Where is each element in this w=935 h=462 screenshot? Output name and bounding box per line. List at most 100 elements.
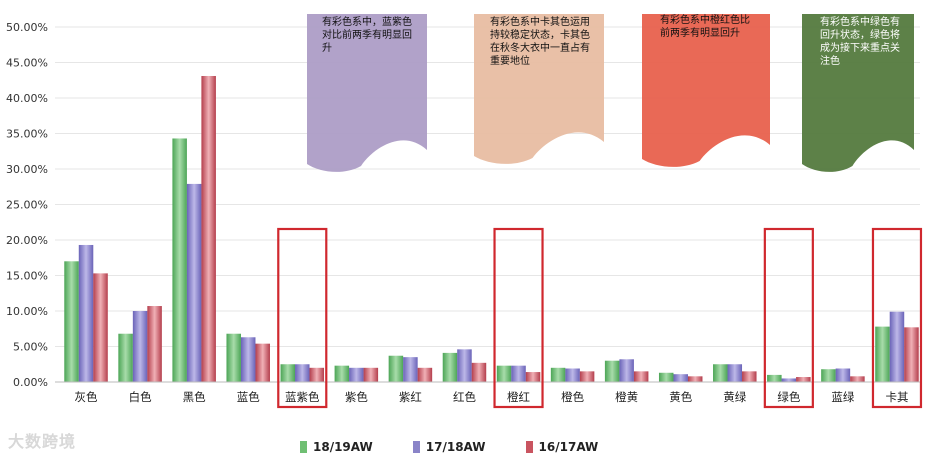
y-tick-label: 25.00% — [6, 199, 48, 212]
bar — [132, 311, 148, 382]
bar — [604, 360, 620, 382]
legend-item-2: 17/18AW — [412, 440, 486, 454]
bar — [687, 376, 703, 382]
y-tick-label: 5.00% — [13, 341, 48, 354]
bar — [309, 367, 325, 382]
bars — [64, 75, 919, 383]
bar — [226, 333, 241, 382]
bar — [349, 367, 364, 382]
legend-label-3: 16/17AW — [538, 440, 599, 454]
bar — [295, 364, 310, 382]
bar — [442, 352, 458, 382]
bar — [201, 75, 216, 383]
legend-label-2: 17/18AW — [425, 440, 486, 454]
x-axis: 灰色 白色 黑色 蓝色 蓝紫色 紫色 紫红 红色 橙红 橙色 橙黄 黄色 黄绿 绿色 蓝绿 卡其 — [55, 381, 920, 404]
bar — [240, 337, 256, 382]
y-tick-label: 20.00% — [6, 234, 48, 247]
bar — [118, 333, 133, 382]
bar — [550, 367, 566, 382]
legend-swatch-1 — [300, 441, 307, 453]
y-tick-label: 40.00% — [6, 92, 48, 105]
bar — [388, 355, 404, 382]
bar — [147, 306, 162, 382]
bar — [904, 327, 919, 382]
annotation-banner — [802, 14, 914, 172]
annotation-banners — [307, 14, 914, 172]
bar — [334, 365, 350, 382]
bar — [417, 367, 433, 382]
bar — [457, 349, 472, 382]
bar — [363, 367, 379, 382]
x-tick-label: 黄色 — [669, 390, 692, 404]
bar — [64, 261, 79, 382]
y-tick-label: 30.00% — [6, 163, 48, 176]
annotation-1: 有彩色系中，蓝紫色对比前两季有明显回升 — [322, 17, 412, 54]
x-tick-label: 黄绿 — [723, 390, 746, 404]
bar — [673, 374, 688, 382]
legend-item-3: 16/17AW — [525, 440, 599, 454]
bar — [850, 376, 865, 382]
bar — [471, 362, 487, 382]
y-tick-label: 35.00% — [6, 128, 48, 141]
annotation-banner — [642, 14, 770, 167]
watermark: 大数跨境 — [8, 432, 77, 451]
bar — [796, 377, 811, 382]
bar — [633, 371, 649, 382]
highlight-box — [277, 227, 328, 409]
bar — [403, 357, 418, 382]
bar — [93, 273, 108, 382]
highlight-box — [871, 227, 923, 409]
bar — [619, 359, 634, 382]
annotation-4: 有彩色系中绿色有回升状态，绿色将成为接下来重点关注色 — [820, 17, 900, 67]
bar — [496, 365, 512, 382]
bar — [255, 343, 270, 382]
bar — [821, 369, 836, 382]
annotation-banner — [307, 14, 427, 172]
bar — [835, 368, 851, 382]
y-tick-label: 50.00% — [6, 21, 48, 34]
annotation-3: 有彩色系中橙红色比前两季有明显回升 — [660, 15, 750, 39]
bar — [713, 364, 728, 382]
bar — [280, 364, 296, 382]
bar — [172, 138, 187, 382]
bar — [579, 371, 595, 382]
y-axis: 0.00% 5.00% 10.00% 15.00% 20.00% 25.00% 30.00%… — [6, 21, 48, 389]
x-tick-label: 紫色 — [345, 390, 368, 404]
annotation-2: 有彩色系中卡其色运用持较稳定状态，卡其色在秋冬大衣中一直占有重要地位 — [490, 17, 590, 67]
highlight-box — [763, 227, 814, 409]
x-tick-label: 紫红 — [399, 390, 422, 404]
bar — [78, 244, 94, 382]
bar — [525, 372, 541, 382]
legend-label-1: 18/19AW — [313, 440, 373, 454]
x-tick-label: 橙黄 — [615, 390, 638, 404]
y-tick-label: 15.00% — [6, 270, 48, 283]
x-tick-label: 白色 — [129, 390, 152, 404]
x-tick-label: 蓝色 — [237, 390, 260, 404]
legend-item-1: 18/19AW — [300, 440, 373, 454]
x-tick-label: 黑色 — [183, 390, 206, 404]
x-tick-label: 橙红 — [507, 390, 530, 404]
bar — [889, 311, 905, 382]
x-tick-label: 蓝紫色 — [285, 390, 320, 404]
x-tick-label: 灰色 — [75, 390, 98, 404]
bar — [875, 326, 890, 382]
bar — [186, 183, 202, 382]
annotation-banner — [474, 14, 604, 164]
highlight-boxes — [277, 227, 923, 409]
legend-swatch-3 — [525, 441, 533, 453]
bar — [658, 372, 674, 382]
legend-swatch-2 — [412, 441, 420, 453]
y-tick-label: 10.00% — [6, 305, 48, 318]
x-tick-label: 蓝绿 — [831, 390, 854, 404]
bar — [781, 378, 797, 382]
bar — [727, 364, 743, 382]
bar — [742, 371, 757, 382]
x-tick-label: 绿色 — [777, 390, 800, 404]
x-tick-label: 卡其 — [885, 390, 908, 404]
highlight-box — [493, 227, 544, 409]
bar — [767, 374, 782, 382]
bar — [511, 365, 526, 382]
y-tick-label: 0.00% — [13, 376, 48, 389]
x-tick-label: 红色 — [453, 390, 476, 404]
